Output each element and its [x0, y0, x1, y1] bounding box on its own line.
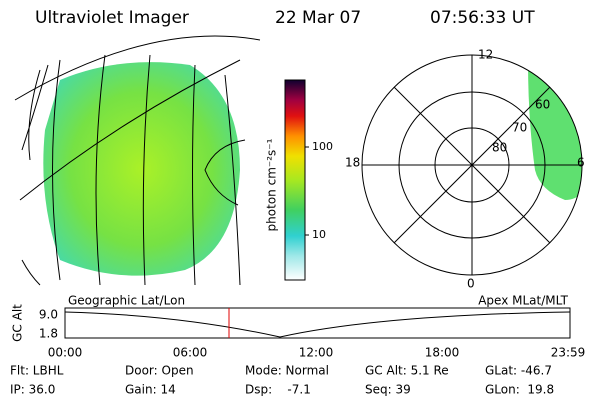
x-tick-label: 23:59 [551, 346, 586, 360]
mlat-label: 70 [512, 121, 527, 135]
mlt-label: 6 [577, 156, 585, 170]
mlt-label: 12 [478, 48, 493, 62]
time: 07:56:33 UT [430, 8, 535, 28]
polar-plot [361, 54, 583, 276]
colorbar [284, 79, 306, 281]
footer-field: Gain: 14 [125, 383, 176, 397]
colorbar-tick-label: 100 [312, 140, 333, 153]
footer-field: Dsp: -7.1 [245, 383, 311, 397]
footer-field: Seq: 39 [365, 383, 411, 397]
colorbar-tick-label: 10 [312, 228, 326, 241]
globe-image [14, 35, 261, 286]
mlt-label: 18 [345, 156, 360, 170]
footer-field: GC Alt: 5.1 Re [365, 364, 449, 378]
altitude-curve [64, 311, 571, 338]
footer-field: Mode: Normal [245, 364, 329, 378]
footer-field: Door: Open [125, 364, 194, 378]
colorbar-label: photon cm⁻²s⁻¹ [265, 138, 279, 231]
x-tick-label: 18:00 [425, 346, 460, 360]
footer-field: GLon: 19.8 [485, 383, 554, 397]
x-tick-label: 06:00 [173, 346, 208, 360]
title: Ultraviolet Imager [35, 8, 189, 28]
timeline-y-label: GC Alt [11, 304, 25, 342]
footer-field: GLat: -46.7 [485, 364, 552, 378]
mlat-label: 60 [535, 98, 550, 112]
mlt-label: 0 [467, 277, 475, 291]
timeline-left-title: Geographic Lat/Lon [68, 294, 185, 308]
mlat-label: 80 [492, 141, 507, 155]
x-tick-label: 00:00 [48, 346, 83, 360]
x-tick-label: 12:00 [299, 346, 334, 360]
y-tick-label: 1.8 [39, 327, 58, 341]
timeline-frame [64, 307, 571, 339]
footer: Flt: LBHL Door: Open Mode: Normal GC Alt: 5… [10, 364, 554, 397]
footer-field: Flt: LBHL [10, 364, 64, 378]
footer-field: IP: 36.0 [10, 383, 55, 397]
timeline-right-title: Apex MLat/MLT [478, 294, 568, 308]
y-tick-label: 9.0 [39, 308, 58, 322]
date: 22 Mar 07 [275, 8, 361, 28]
